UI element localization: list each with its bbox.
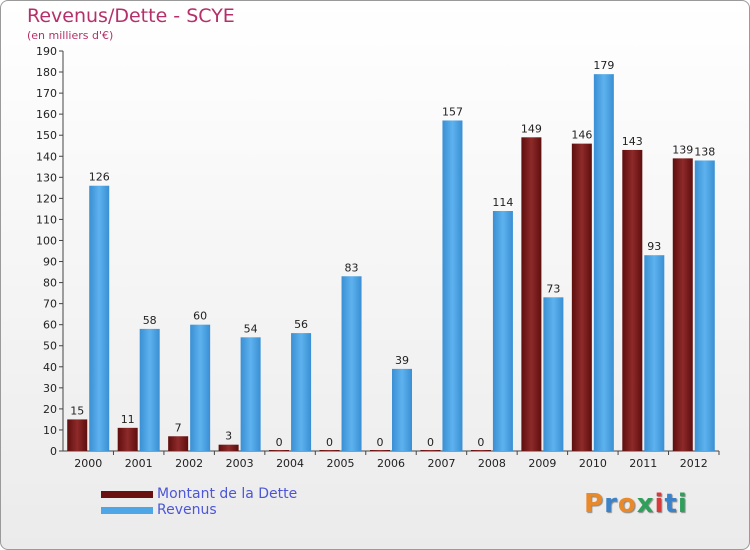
value-label-revenus: 114 [492,196,513,209]
y-tick-label: 100 [36,234,57,247]
value-label-revenus: 73 [546,282,560,295]
bar-revenus [593,74,614,451]
y-tick-label: 20 [43,403,57,416]
y-tick-label: 190 [36,45,57,58]
value-label-revenus: 56 [294,318,308,331]
value-label-dette: 149 [521,122,542,135]
y-tick-label: 130 [36,171,57,184]
bar-dette [168,436,189,451]
x-tick-label: 2001 [125,457,153,470]
value-label-dette: 0 [326,436,333,449]
bar-dette [571,143,592,451]
chart-subtitle: (en milliers d'€) [27,29,114,42]
bar-dette [117,427,138,451]
x-tick-label: 2010 [579,457,607,470]
bar-dette [67,419,88,451]
x-tick-label: 2002 [175,457,203,470]
bar-revenus [543,297,564,451]
bar-dette [319,450,340,451]
value-label-dette: 143 [622,135,643,148]
y-tick-label: 110 [36,213,57,226]
bar-dette [672,158,693,452]
value-label-revenus: 138 [694,145,715,158]
bar-revenus [190,324,211,451]
value-label-dette: 3 [225,430,232,443]
value-label-dette: 0 [427,436,434,449]
y-tick-label: 30 [43,382,57,395]
bar-dette [622,149,643,451]
y-tick-label: 140 [36,150,57,163]
y-tick-label: 70 [43,298,57,311]
value-label-revenus: 83 [345,261,359,274]
x-tick-label: 2006 [377,457,405,470]
x-tick-label: 2004 [276,457,304,470]
value-label-revenus: 157 [442,105,463,118]
bar-revenus [442,120,463,451]
x-tick-label: 2008 [478,457,506,470]
value-label-revenus: 60 [193,310,207,323]
value-label-dette: 15 [70,404,84,417]
bar-dette [470,450,491,451]
bar-dette [269,450,290,451]
y-tick-label: 0 [50,445,57,458]
bar-revenus [492,211,513,451]
bar-dette [420,450,441,451]
value-label-revenus: 58 [143,314,157,327]
y-tick-label: 80 [43,277,57,290]
x-tick-label: 2003 [226,457,254,470]
legend-label-revenus: Revenus [157,502,217,518]
value-label-revenus: 93 [647,240,661,253]
bar-dette [370,450,390,451]
y-tick-label: 160 [36,108,57,121]
y-tick-label: 150 [36,129,57,142]
y-tick-label: 180 [36,66,57,79]
y-tick-label: 60 [43,319,57,332]
bar-revenus [240,337,261,451]
x-tick-label: 2011 [629,457,657,470]
x-tick-label: 2007 [427,457,455,470]
x-tick-label: 2005 [327,457,355,470]
legend-label-dette: Montant de la Dette [157,486,298,502]
proxiti-logo: Proxiti [584,489,688,519]
y-tick-label: 50 [43,340,57,353]
value-label-revenus: 179 [593,59,614,72]
value-label-dette: 0 [477,436,484,449]
bar-revenus [89,185,110,451]
legend-swatch-revenus [101,507,153,514]
legend-swatch-dette [101,491,153,498]
value-label-dette: 0 [377,436,384,449]
bar-dette [521,137,542,451]
bar-dette [218,444,239,451]
x-tick-label: 2012 [680,457,708,470]
value-label-revenus: 39 [395,354,409,367]
value-label-dette: 146 [571,129,592,142]
x-tick-label: 2000 [74,457,102,470]
value-label-dette: 11 [121,413,135,426]
value-label-revenus: 54 [244,322,258,335]
value-label-dette: 7 [175,421,182,434]
value-label-dette: 0 [276,436,283,449]
bar-revenus [644,255,665,451]
y-tick-label: 10 [43,424,57,437]
y-tick-label: 170 [36,87,57,100]
y-tick-label: 40 [43,361,57,374]
x-tick-label: 2009 [528,457,556,470]
bar-revenus [392,368,412,451]
bar-revenus [139,328,160,451]
chart-title: Revenus/Dette - SCYE [27,5,235,27]
bar-revenus [694,160,715,451]
y-tick-label: 90 [43,256,57,269]
bar-revenus [291,333,312,451]
y-tick-label: 120 [36,192,57,205]
value-label-revenus: 126 [89,171,110,184]
bar-revenus [341,276,362,451]
value-label-dette: 139 [672,143,693,156]
